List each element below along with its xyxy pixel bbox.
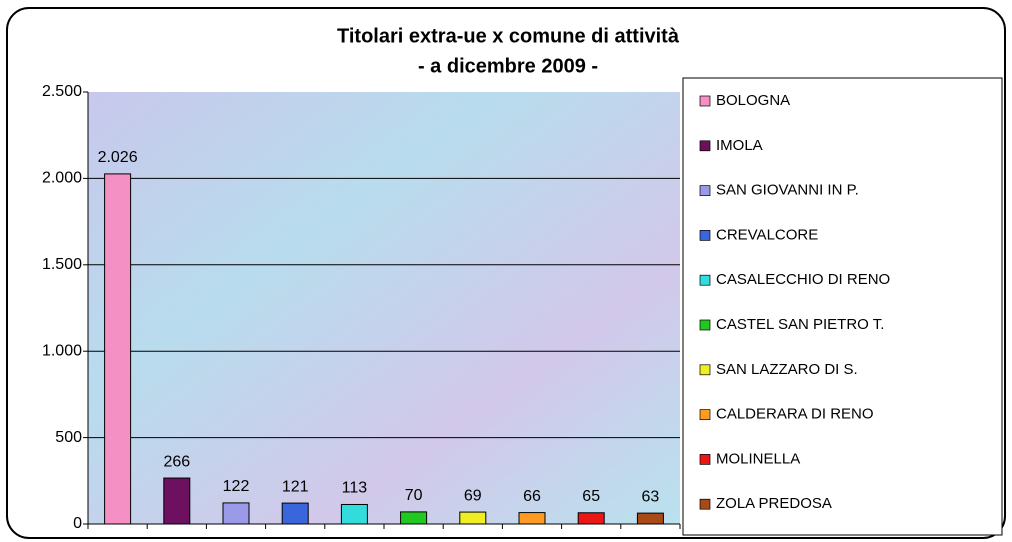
y-tick-label: 0 (73, 515, 82, 532)
data-label: 266 (163, 453, 190, 470)
legend-label: CREVALCORE (716, 226, 818, 243)
legend-swatch (699, 274, 711, 286)
legend-label: CALDERARA DI RENO (716, 406, 874, 423)
legend-label: MOLINELLA (716, 450, 800, 467)
data-label: 63 (642, 488, 660, 505)
legend (682, 77, 1003, 536)
y-tick-label: 1.500 (42, 256, 82, 273)
legend-swatch (699, 319, 711, 331)
legend-swatch (699, 364, 711, 376)
data-label: 69 (464, 487, 482, 504)
data-label: 2.026 (98, 149, 138, 166)
data-label: 113 (342, 480, 368, 497)
legend-label: ZOLA PREDOSA (716, 495, 832, 512)
bar (400, 511, 428, 525)
data-label: 66 (523, 488, 541, 505)
data-label: 65 (582, 488, 600, 505)
y-tick-label: 500 (55, 429, 82, 446)
legend-swatch (699, 140, 711, 152)
data-label: 121 (282, 478, 309, 495)
data-label: 122 (223, 478, 250, 495)
y-tick-label: 2.000 (42, 170, 82, 187)
bar (281, 502, 309, 525)
plot-area (88, 92, 680, 524)
data-label: 70 (405, 487, 423, 504)
y-tick-label: 2.500 (42, 83, 82, 100)
legend-label: CASTEL SAN PIETRO T. (716, 316, 884, 333)
legend-label: IMOLA (716, 137, 763, 154)
chart-title: Titolari extra-ue x comune di attività (337, 25, 680, 47)
legend-label: BOLOGNA (716, 92, 790, 109)
bar (104, 173, 132, 525)
bar (163, 477, 191, 525)
chart-subtitle: - a dicembre 2009 - (418, 55, 598, 77)
legend-swatch (699, 409, 711, 420)
bar (636, 512, 664, 525)
bar (518, 512, 546, 525)
bar (340, 503, 368, 525)
legend-swatch (699, 498, 711, 510)
legend-swatch (699, 230, 711, 241)
bar (222, 502, 250, 525)
legend-swatch (699, 185, 711, 196)
bar (459, 511, 487, 525)
bar (577, 512, 605, 525)
legend-label: CASALECCHIO DI RENO (716, 271, 890, 288)
y-tick-label: 1.000 (42, 342, 82, 359)
legend-label: SAN LAZZARO DI S. (716, 361, 858, 378)
legend-swatch (699, 454, 711, 465)
legend-label: SAN GIOVANNI IN P. (716, 182, 859, 199)
legend-swatch (699, 95, 711, 107)
